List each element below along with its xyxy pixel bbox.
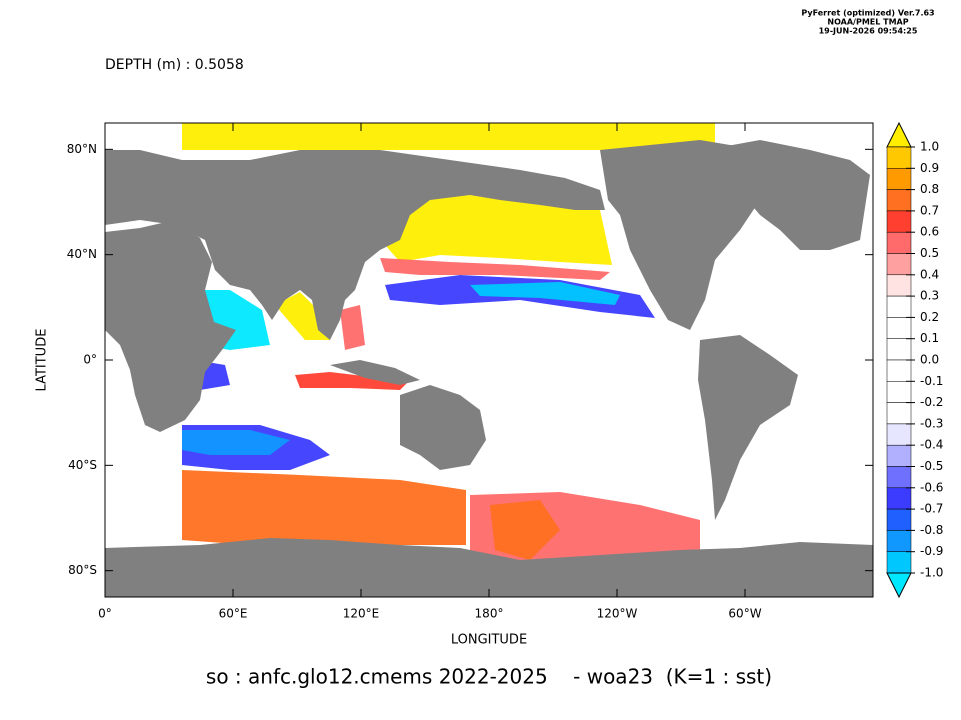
land-mass <box>105 150 605 340</box>
colorbar-band <box>886 146 912 169</box>
field-patch <box>380 258 610 280</box>
y-tick-label: 0° <box>83 353 97 367</box>
colorbar-band <box>886 423 912 446</box>
x-tick-label: 60°W <box>728 607 761 621</box>
y-tick-label: 80°S <box>68 563 97 577</box>
field-patch <box>295 372 410 390</box>
x-tick-label: 120°E <box>343 607 380 621</box>
field-patch <box>182 123 715 150</box>
y-tick-label: 40°S <box>68 458 97 472</box>
colorbar-band <box>886 295 912 318</box>
colorbar-label: -0.5 <box>920 459 943 473</box>
field-patch <box>182 430 290 455</box>
colorbar-band <box>886 444 912 467</box>
land-mass <box>705 140 870 250</box>
colorbar-label: -0.6 <box>920 480 943 494</box>
colorbar-label: -0.7 <box>920 502 943 516</box>
field-patch <box>340 305 365 350</box>
chart-title: so : anfc.glo12.cmems 2022-2025 - woa23 … <box>206 665 772 689</box>
y-axis-label: LATITUDE <box>35 329 50 392</box>
colorbar-band <box>886 466 912 489</box>
colorbar-over <box>886 121 912 148</box>
colorbar-label: 1.0 <box>920 140 939 154</box>
x-tick-label: 60°E <box>219 607 248 621</box>
colorbar-band <box>886 381 912 403</box>
colorbar-band <box>886 487 912 510</box>
colorbar-label: -0.4 <box>920 438 943 452</box>
header-line: NOAA/PMEL TMAP <box>827 18 908 27</box>
header-line: PyFerret (optimized) Ver.7.63 <box>801 9 934 18</box>
colorbar-band <box>886 253 912 276</box>
colorbar-label: 0.2 <box>920 310 939 324</box>
colorbar-label: 0.9 <box>920 161 939 175</box>
colorbar-label: -1.0 <box>920 566 943 580</box>
colorbar-band <box>886 359 912 382</box>
colorbar-band <box>886 231 912 254</box>
land-mass <box>330 360 420 385</box>
colorbar-band <box>886 317 912 339</box>
land <box>105 140 873 597</box>
colorbar-label: -0.8 <box>920 523 943 537</box>
subtitle: DEPTH (m) : 0.5058 <box>105 57 244 73</box>
field-patch <box>275 292 330 340</box>
field-patch <box>182 470 466 545</box>
colorbar-label: 0.6 <box>920 225 939 239</box>
field-patch <box>490 500 560 560</box>
colorbar-label: -0.3 <box>920 416 943 430</box>
field-patch <box>470 282 620 305</box>
colorbar-band <box>886 508 912 531</box>
colorbar-label: -0.1 <box>920 374 943 388</box>
colorbar-label: 0.8 <box>920 182 939 196</box>
land-mass <box>105 220 236 432</box>
colorbar-band <box>886 210 912 233</box>
y-tick-label: 80°N <box>67 142 97 156</box>
colorbar-label: 0.0 <box>920 353 939 367</box>
colorbar-label: -0.9 <box>920 544 943 558</box>
colorbar-label: 0.5 <box>920 246 939 260</box>
land-mass <box>698 335 798 520</box>
colorbar-label: 0.7 <box>920 203 939 217</box>
land-mass <box>400 385 486 470</box>
colorbar-band <box>886 189 912 212</box>
x-tick-label: 120°W <box>597 607 638 621</box>
field-patch <box>385 195 612 265</box>
colorbar-band <box>886 168 912 190</box>
colorbar-label: 0.3 <box>920 289 939 303</box>
x-tick-label: 180° <box>475 607 504 621</box>
land-mass <box>105 538 873 597</box>
colorbar-band <box>886 338 912 361</box>
colorbar-band <box>886 551 912 574</box>
colorbar-label: 0.4 <box>920 267 939 281</box>
colorbar-under <box>886 572 912 599</box>
colorbar-band <box>886 274 912 297</box>
header-line: 19-JUN-2026 09:54:25 <box>819 27 918 36</box>
x-axis-label: LONGITUDE <box>451 633 527 648</box>
y-tick-label: 40°N <box>67 247 97 261</box>
colorbar-band <box>886 402 912 425</box>
colorbar-label: -0.2 <box>920 395 943 409</box>
colorbar-label: 0.1 <box>920 331 939 345</box>
colorbar-band <box>886 530 912 552</box>
x-tick-label: 0° <box>98 607 112 621</box>
